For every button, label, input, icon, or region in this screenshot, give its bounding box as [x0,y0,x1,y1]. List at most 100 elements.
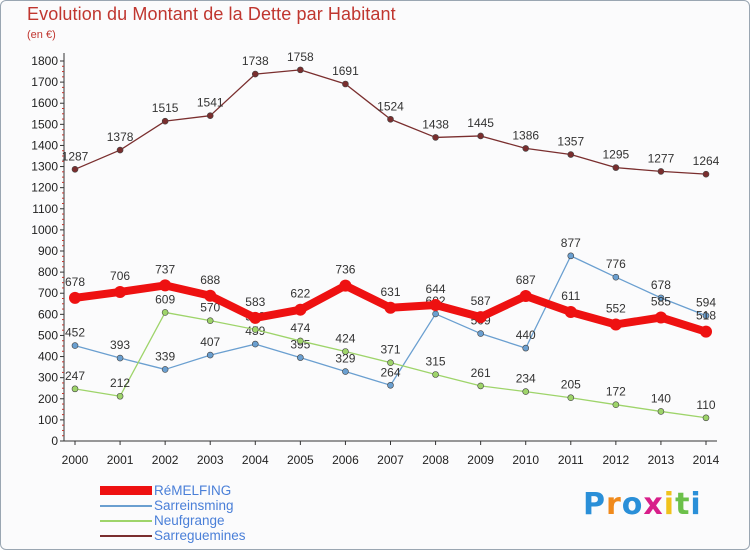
data-label-rmelfing: 706 [110,269,130,283]
data-point-sarreinsming [161,366,169,373]
data-point-rmelfing [159,279,172,292]
data-point-sarreguemines [251,70,259,78]
data-point-neufgrange [657,408,665,415]
logo-letter: r [606,487,622,522]
data-point-sarreinsming [522,344,530,352]
x-tick-label: 2012 [603,453,630,467]
data-label-neufgrange: 261 [471,366,491,380]
y-tick-label: 1300 [31,160,58,174]
x-tick-label: 2001 [107,453,134,467]
x-tick-label: 2009 [467,453,494,467]
data-label-rmelfing: 518 [696,309,716,323]
data-point-sarreinsming [657,294,665,302]
data-label-sarreinsming: 678 [651,278,671,292]
data-label-rmelfing: 631 [380,285,400,299]
data-label-sarreguemines: 1438 [422,117,449,131]
data-label-sarreguemines: 1277 [648,151,675,165]
data-label-sarreguemines: 1541 [197,96,224,110]
data-label-rmelfing: 678 [65,275,85,289]
x-tick-label: 2007 [377,453,404,467]
legend: RéMELFING Sarreinsming Neufgrange Sarreg… [100,483,246,543]
data-label-rmelfing: 611 [561,289,580,303]
data-point-sarreinsming [477,330,484,337]
logo-letter: t [675,487,691,522]
data-point-neufgrange [387,359,394,366]
data-point-rmelfing [519,289,532,302]
data-point-sarreinsming [702,312,710,319]
data-label-neufgrange: 205 [561,378,581,392]
data-point-sarreguemines [567,151,575,158]
data-point-sarreinsming [297,354,304,361]
x-tick-label: 2003 [197,453,224,467]
data-point-sarreguemines [702,170,710,178]
x-tick-label: 2002 [152,453,179,467]
data-label-sarreguemines: 1691 [332,64,359,78]
legend-item-sarreguemines[interactable]: Sarreguemines [100,528,246,543]
data-label-sarreguemines: 1738 [242,54,269,68]
x-tick-label: 2005 [287,453,314,467]
data-point-sarreguemines [522,145,530,152]
y-tick-label: 100 [38,413,58,427]
data-label-sarreguemines: 1445 [467,116,494,130]
data-point-rmelfing [204,289,217,302]
data-point-sarreguemines [206,112,214,119]
data-label-sarreinsming: 776 [606,257,626,271]
data-point-rmelfing [294,303,307,316]
y-tick-label: 1800 [31,54,58,68]
y-tick-label: 200 [38,392,58,406]
legend-item-neufgrange[interactable]: Neufgrange [100,513,246,528]
data-point-rmelfing [609,318,622,331]
data-point-sarreinsming [116,354,124,362]
y-tick-label: 400 [38,350,58,364]
data-label-rmelfing: 687 [516,273,536,287]
y-tick-label: 700 [38,286,58,300]
y-tick-label: 1600 [31,96,58,110]
x-tick-label: 2000 [62,453,89,467]
y-tick-label: 1200 [31,181,58,195]
data-label-rmelfing: 688 [200,273,220,287]
data-point-sarreinsming [342,368,349,375]
data-label-sarreguemines: 1287 [62,149,89,163]
x-tick-label: 2014 [693,453,720,467]
data-point-rmelfing [654,311,667,324]
data-point-sarreguemines [71,166,79,173]
legend-label-neufgrange: Neufgrange [154,513,225,528]
data-label-rmelfing: 737 [155,262,175,276]
data-point-neufgrange [116,392,124,400]
data-label-rmelfing: 644 [426,282,446,296]
y-tick-label: 0 [51,434,58,448]
data-point-neufgrange [251,326,259,333]
data-label-rmelfing: 585 [651,295,671,309]
data-label-sarreinsming: 393 [110,338,130,352]
data-label-neufgrange: 247 [65,369,85,383]
data-label-sarreinsming: 329 [335,352,355,366]
data-point-neufgrange [297,337,304,345]
data-point-neufgrange [612,401,620,408]
data-label-neufgrange: 234 [516,372,536,386]
data-label-sarreguemines: 1378 [107,130,134,144]
data-label-neufgrange: 371 [380,343,400,357]
data-label-neufgrange: 570 [200,301,220,315]
data-label-sarreguemines: 1386 [512,128,539,142]
data-label-sarreguemines: 1758 [287,50,314,64]
chart-title: Evolution du Montant de la Dette par Hab… [27,4,396,24]
data-point-neufgrange [342,348,349,355]
y-tick-label: 500 [38,328,58,342]
data-point-neufgrange [206,317,214,324]
data-point-sarreinsming [251,340,259,348]
data-label-sarreinsming: 877 [561,236,581,250]
data-point-sarreguemines [116,146,124,154]
data-point-sarreinsming [71,342,79,349]
legend-item-remelfing[interactable]: RéMELFING [100,483,246,498]
data-point-sarreguemines [342,80,349,88]
data-point-sarreguemines [657,168,665,175]
data-point-rmelfing [429,299,442,312]
data-label-neufgrange: 110 [696,398,715,412]
data-point-neufgrange [71,385,79,393]
data-label-sarreinsming: 594 [696,296,716,310]
logo-letter: o [621,487,644,522]
data-label-sarreinsming: 395 [290,338,310,352]
y-tick-label: 1500 [31,117,58,131]
legend-item-sarreinsming[interactable]: Sarreinsming [100,498,246,513]
data-label-neufgrange: 424 [335,331,355,345]
